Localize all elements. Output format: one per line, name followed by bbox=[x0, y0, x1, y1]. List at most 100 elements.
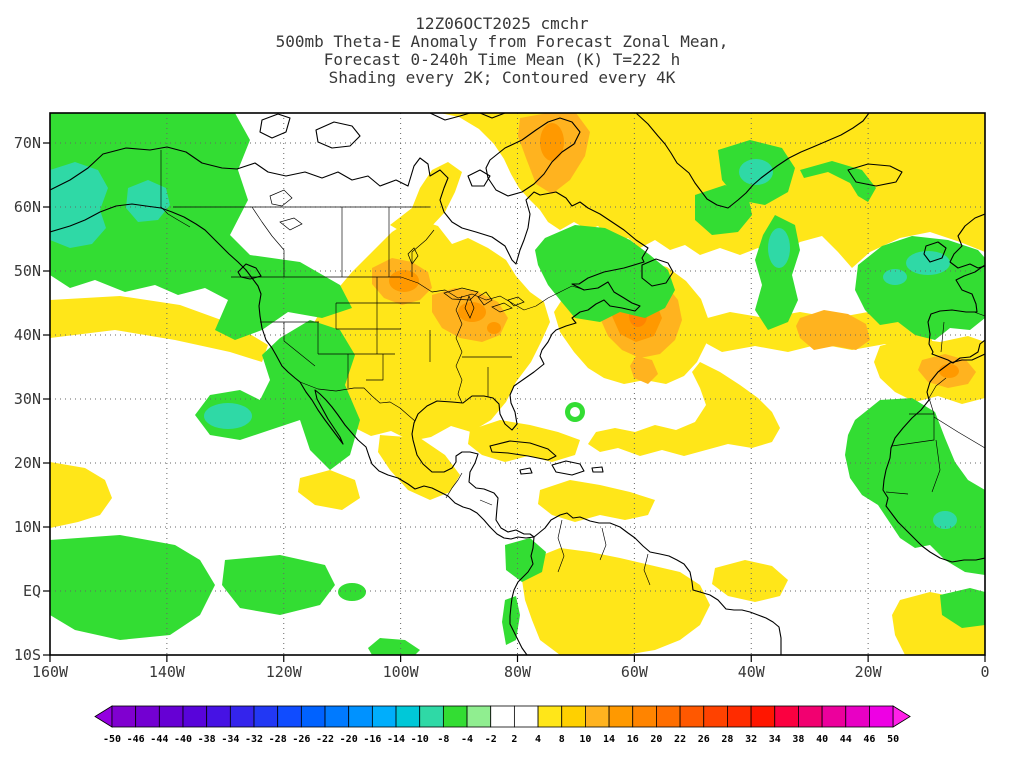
colorbar-tick-label: 28 bbox=[721, 734, 733, 745]
coastline-northwest-africa bbox=[882, 353, 985, 563]
lon-tick-label: 0 bbox=[980, 663, 989, 681]
colorbar-cell bbox=[395, 705, 421, 728]
colorbar-cell bbox=[727, 705, 752, 728]
colorbar-tick-label: 50 bbox=[887, 734, 899, 745]
colorbar-cell bbox=[348, 705, 373, 728]
great-bear-lake bbox=[269, 189, 293, 207]
coastline-great-britain bbox=[949, 213, 985, 269]
lon-tick-label: 20W bbox=[855, 663, 883, 681]
colorbar-cell bbox=[253, 705, 279, 728]
colorbar-tick-label: -10 bbox=[411, 734, 429, 745]
coastline-iceland bbox=[847, 163, 903, 187]
colorbar-cell bbox=[869, 705, 894, 728]
colorbar-cell bbox=[158, 705, 184, 728]
lat-tick-label: 70N bbox=[14, 134, 41, 152]
lat-tick-label: 10S bbox=[14, 646, 41, 664]
shade-yellow-north-canada bbox=[390, 162, 462, 238]
colorbar-tick-label: 22 bbox=[674, 734, 686, 745]
shade-deep-orange-central-canada bbox=[389, 270, 419, 292]
latitude-axis: 70N 60N 50N 40N 30N 20N 10N EQ 10S bbox=[14, 134, 50, 664]
shade-green-europe bbox=[855, 236, 985, 340]
colorbar-cell bbox=[300, 705, 326, 728]
anomaly-shading-layer bbox=[50, 113, 985, 655]
title-line-3: Forecast 0-240h Time Mean (K) T=222 h bbox=[324, 50, 680, 69]
colorbar-tick-label: 26 bbox=[698, 734, 710, 745]
lake-michigan bbox=[464, 295, 475, 319]
border-mauritania-mali bbox=[931, 439, 941, 493]
border-western-sahara bbox=[891, 413, 935, 447]
coastline-north-america-pacific bbox=[50, 203, 535, 540]
colorbar-cell bbox=[206, 705, 231, 728]
colorbar-tick-label: -50 bbox=[103, 734, 121, 745]
colorbar-tick-label: -32 bbox=[245, 734, 263, 745]
colorbar-tick-label: 2 bbox=[511, 734, 517, 745]
colorbar: -50 -46 -44 -40 -38 -34 -32 -28 -26 -22 -20 -16 -14-… bbox=[94, 705, 911, 745]
colorbar-tick-label: -16 bbox=[363, 734, 381, 745]
colorbar-cell bbox=[845, 705, 870, 728]
colorbar-tick-label: -20 bbox=[340, 734, 358, 745]
colorbar-tick-label: -22 bbox=[316, 734, 334, 745]
colorbar-tick-label: 14 bbox=[603, 734, 615, 745]
shade-teal-yukon bbox=[126, 180, 170, 222]
colorbar-cell bbox=[229, 705, 255, 728]
colorbar-cell bbox=[111, 705, 137, 728]
lakes bbox=[269, 189, 525, 319]
colorbar-tick-label: 10 bbox=[579, 734, 591, 745]
shade-yellow-bahamas bbox=[468, 420, 580, 462]
shade-green-panama bbox=[505, 538, 546, 582]
colorbar-tick-label: 40 bbox=[816, 734, 828, 745]
colorbar-tick-label: 20 bbox=[650, 734, 662, 745]
border-mississippi-river bbox=[455, 295, 463, 404]
coastline-banks-island bbox=[259, 113, 291, 139]
colorbar-arrow-right bbox=[892, 705, 911, 728]
colorbar-cell bbox=[703, 705, 728, 728]
lon-tick-label: 40W bbox=[738, 663, 766, 681]
colorbar-cell bbox=[679, 705, 705, 728]
colorbar-tick-label: 4 bbox=[535, 734, 541, 745]
border-portugal-spain bbox=[940, 321, 945, 353]
lat-tick-label: 60N bbox=[14, 198, 41, 216]
border-alaska-yukon bbox=[160, 150, 191, 228]
shade-green-west-africa bbox=[845, 398, 985, 575]
shade-green-arc-norwegian bbox=[800, 161, 876, 202]
border-senegal bbox=[885, 491, 909, 495]
lon-tick-label: 160W bbox=[32, 663, 69, 681]
colorbar-cell bbox=[798, 705, 823, 728]
colorbar-tick-label: -46 bbox=[127, 734, 145, 745]
coastline-ireland bbox=[923, 241, 947, 263]
coastline-western-europe bbox=[927, 264, 985, 364]
lon-tick-label: 120W bbox=[266, 663, 303, 681]
coastline-victoria-island bbox=[315, 121, 361, 149]
shade-green-eq-pacific-west bbox=[50, 535, 215, 640]
coastline-ellesmere-fragment-1 bbox=[429, 113, 471, 121]
shade-deep-orange-baffin bbox=[540, 123, 564, 161]
colorbar-tick-label: -38 bbox=[198, 734, 216, 745]
colorbar-cell bbox=[632, 705, 657, 728]
shade-yellow-caribbean bbox=[538, 480, 655, 522]
shade-yellow-equatorial-atlantic bbox=[712, 560, 788, 602]
colorbar-cell bbox=[324, 705, 350, 728]
colorbar-cell bbox=[821, 705, 847, 728]
lat-tick-label: 50N bbox=[14, 262, 41, 280]
great-slave-lake bbox=[279, 217, 303, 231]
border-venezuela-guyana bbox=[599, 527, 607, 561]
colorbar-cell bbox=[182, 705, 208, 728]
shade-green-eq-pacific-east bbox=[222, 555, 335, 615]
shade-deep-orange-morocco bbox=[939, 364, 959, 378]
colorbar-tick-label: -40 bbox=[174, 734, 192, 745]
coastline-south-america-pacific bbox=[509, 536, 535, 655]
shade-green-guinea-corner bbox=[940, 588, 985, 628]
title-line-2: 500mb Theta-E Anomaly from Forecast Zona… bbox=[276, 32, 729, 51]
colorbar-cell bbox=[608, 705, 634, 728]
colorbar-tick-label: 16 bbox=[627, 734, 639, 745]
colorbar-cell bbox=[371, 705, 397, 728]
colorbar-cell bbox=[513, 705, 539, 728]
shade-deep-orange-ohio bbox=[487, 322, 501, 334]
colorbar-tick-label: 44 bbox=[840, 734, 852, 745]
coastline-southampton-island bbox=[467, 169, 491, 187]
coastline-newfoundland bbox=[641, 258, 674, 287]
colorbar-cell bbox=[561, 705, 586, 728]
shade-yellow-atlantic-tail bbox=[588, 362, 780, 456]
colorbar-cell bbox=[419, 705, 444, 728]
